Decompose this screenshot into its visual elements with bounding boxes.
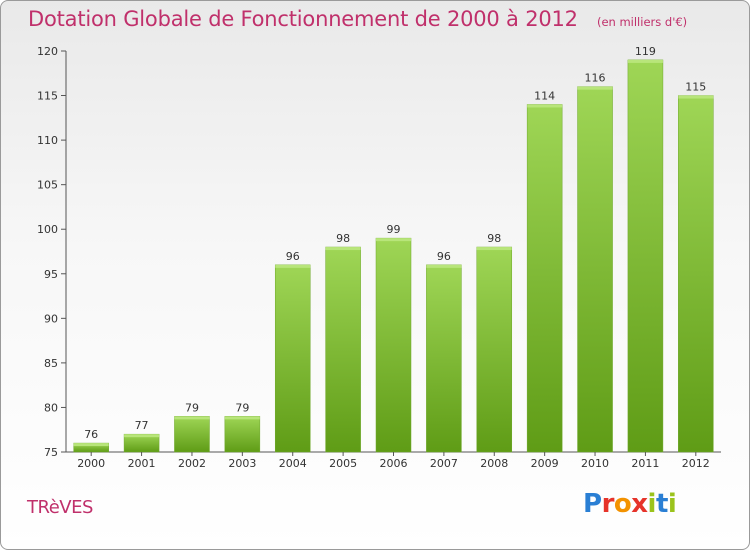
brand-letter: x bbox=[631, 489, 648, 519]
bar-highlight bbox=[426, 264, 462, 268]
y-tick-label: 90 bbox=[44, 312, 58, 325]
x-tick-label: 2001 bbox=[128, 457, 156, 470]
bar bbox=[375, 237, 412, 453]
x-tick-label: 2010 bbox=[581, 457, 609, 470]
brand-logo: Proxiti bbox=[583, 489, 677, 519]
data-label: 76 bbox=[84, 428, 98, 441]
brand-letter: t bbox=[655, 489, 668, 519]
x-tick-label: 2000 bbox=[77, 457, 105, 470]
y-tick-label: 120 bbox=[37, 45, 58, 58]
data-label: 99 bbox=[387, 223, 401, 236]
bar bbox=[325, 246, 361, 453]
y-tick-label: 85 bbox=[44, 357, 58, 370]
data-label: 79 bbox=[185, 401, 199, 414]
x-tick-label: 2002 bbox=[178, 457, 206, 470]
data-label: 98 bbox=[336, 232, 350, 245]
data-label: 116 bbox=[585, 72, 606, 85]
data-label: 77 bbox=[135, 419, 149, 432]
data-label: 96 bbox=[437, 250, 451, 263]
bar bbox=[224, 416, 261, 453]
bar-highlight bbox=[678, 95, 714, 99]
bar-highlight bbox=[376, 238, 411, 242]
bar bbox=[627, 59, 664, 453]
x-tick-label: 2003 bbox=[228, 457, 256, 470]
brand-letter: r bbox=[601, 489, 615, 519]
x-tick-label: 2007 bbox=[430, 457, 458, 470]
chart-title: Dotation Globale de Fonctionnement de 20… bbox=[28, 7, 578, 31]
data-label: 119 bbox=[635, 45, 656, 58]
brand-letter: P bbox=[583, 489, 602, 519]
bar-highlight bbox=[476, 247, 512, 251]
data-label: 114 bbox=[534, 89, 555, 102]
x-tick-label: 2012 bbox=[682, 457, 710, 470]
y-tick-label: 95 bbox=[44, 268, 58, 281]
data-label: 115 bbox=[685, 81, 706, 94]
bar bbox=[426, 264, 462, 453]
x-tick-label: 2005 bbox=[329, 457, 357, 470]
bar bbox=[526, 104, 563, 453]
chart-unit: (en milliers d'€) bbox=[596, 15, 688, 29]
x-tick-label: 2006 bbox=[380, 457, 408, 470]
brand-letter: i bbox=[647, 489, 657, 519]
y-tick-label: 100 bbox=[37, 223, 58, 236]
bar bbox=[274, 264, 311, 453]
bar-highlight bbox=[73, 443, 109, 447]
bar-highlight bbox=[174, 416, 210, 420]
bar-highlight bbox=[124, 434, 160, 438]
brand-letter: o bbox=[613, 489, 632, 519]
x-tick-label: 2011 bbox=[631, 457, 659, 470]
bar-highlight bbox=[577, 86, 613, 90]
data-label: 79 bbox=[235, 401, 249, 414]
bar bbox=[577, 86, 613, 453]
y-tick-label: 115 bbox=[37, 90, 58, 103]
bar bbox=[174, 416, 210, 453]
brand-letter: i bbox=[667, 489, 677, 519]
bar-highlight bbox=[325, 247, 361, 251]
bar-highlight bbox=[527, 104, 563, 108]
title-block: Dotation Globale de Fonctionnement de 20… bbox=[28, 7, 687, 31]
data-label: 96 bbox=[286, 250, 300, 263]
bar bbox=[678, 95, 714, 453]
x-tick-label: 2008 bbox=[480, 457, 508, 470]
y-tick-label: 80 bbox=[44, 401, 58, 414]
bar-highlight bbox=[224, 416, 260, 420]
bar-highlight bbox=[275, 264, 311, 268]
bar-highlight bbox=[627, 59, 663, 63]
data-label: 98 bbox=[487, 232, 501, 245]
bar bbox=[476, 246, 513, 453]
commune-name: TRèVES bbox=[27, 497, 93, 518]
y-tick-label: 75 bbox=[44, 446, 58, 459]
x-tick-label: 2009 bbox=[531, 457, 559, 470]
y-tick-label: 105 bbox=[37, 179, 58, 192]
x-tick-label: 2004 bbox=[279, 457, 307, 470]
y-tick-label: 110 bbox=[37, 134, 58, 147]
